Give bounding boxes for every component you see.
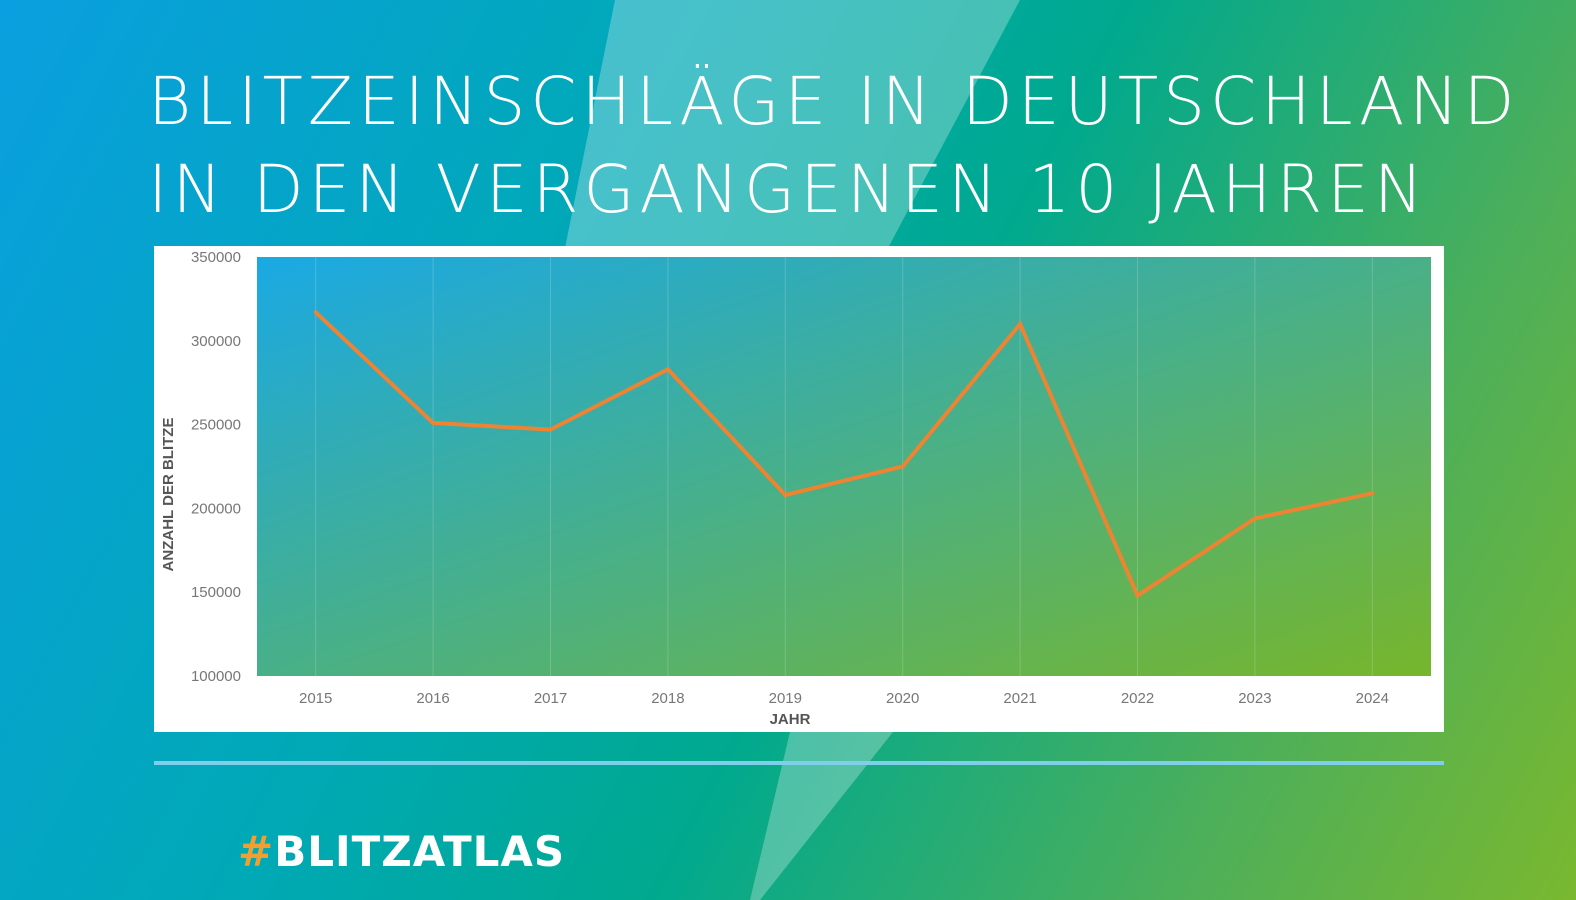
hashtag-blitzatlas: #BLITZATLAS bbox=[238, 826, 565, 878]
data-point-2020 bbox=[900, 464, 905, 469]
hash-symbol: # bbox=[238, 827, 275, 876]
y-tick-label: 150000 bbox=[191, 584, 241, 601]
x-tick-label: 2017 bbox=[534, 690, 567, 707]
x-tick-label: 2016 bbox=[416, 690, 449, 707]
data-point-2015 bbox=[313, 310, 318, 315]
x-axis-title: JAHR bbox=[770, 711, 811, 728]
divider-line bbox=[154, 761, 1444, 765]
x-tick-label: 2015 bbox=[299, 690, 332, 707]
x-tick-label: 2018 bbox=[651, 690, 684, 707]
title-line-1: BLITZEINSCHLÄGE IN DEUTSCHLAND bbox=[148, 63, 1520, 140]
page-title: BLITZEINSCHLÄGE IN DEUTSCHLAND IN DEN VE… bbox=[148, 58, 1520, 234]
chart-card: 100000 150000 200000 250000 300000 350000 201… bbox=[154, 246, 1444, 732]
y-tick-label: 100000 bbox=[191, 668, 241, 685]
data-point-2021 bbox=[1018, 322, 1023, 327]
hashtag-text: BLITZATLAS bbox=[274, 827, 566, 876]
data-point-2022 bbox=[1135, 593, 1140, 598]
data-point-2023 bbox=[1252, 516, 1257, 521]
y-tick-label: 200000 bbox=[191, 500, 241, 517]
x-tick-label: 2023 bbox=[1238, 690, 1271, 707]
y-tick-label: 250000 bbox=[191, 417, 241, 434]
data-point-2018 bbox=[665, 367, 670, 372]
plot-area bbox=[257, 257, 1431, 676]
data-point-2016 bbox=[431, 420, 436, 425]
y-axis-title: ANZAHL DER BLITZE bbox=[160, 418, 177, 572]
x-tick-label: 2022 bbox=[1121, 690, 1154, 707]
y-tick-label: 350000 bbox=[191, 249, 241, 266]
x-tick-label: 2024 bbox=[1356, 690, 1389, 707]
line-chart: 100000 150000 200000 250000 300000 350000 201… bbox=[160, 249, 1431, 728]
title-line-2: IN DEN VERGANGENEN 10 JAHREN bbox=[148, 151, 1429, 228]
series-line bbox=[314, 310, 1373, 599]
y-tick-label: 300000 bbox=[191, 333, 241, 350]
data-point-2019 bbox=[783, 492, 788, 497]
data-point-2017 bbox=[548, 427, 553, 432]
x-tick-label: 2021 bbox=[1003, 690, 1036, 707]
x-tick-label: 2020 bbox=[886, 690, 919, 707]
data-point-2024 bbox=[1370, 491, 1375, 496]
x-tick-label: 2019 bbox=[769, 690, 802, 707]
